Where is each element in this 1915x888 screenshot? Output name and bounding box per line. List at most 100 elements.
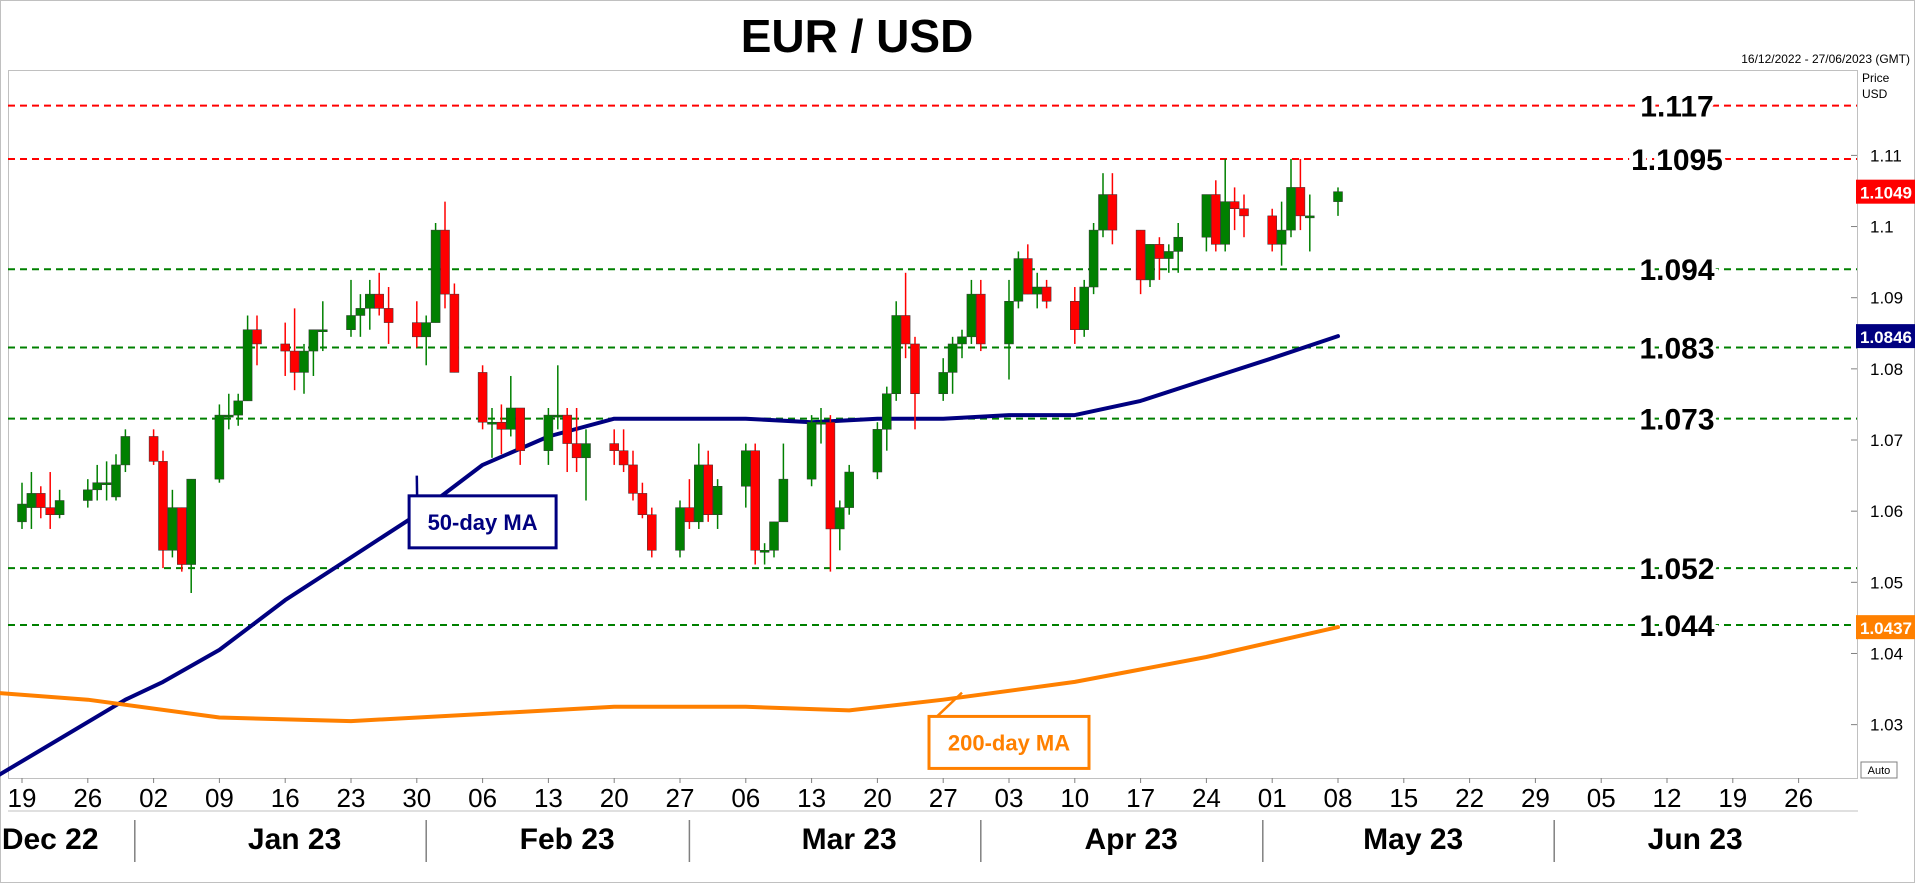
x-tick-label: 06 <box>468 783 497 813</box>
candle-body <box>55 500 64 514</box>
candle-body <box>102 483 111 485</box>
candle-body <box>450 294 459 372</box>
x-tick-label: 20 <box>600 783 629 813</box>
candle-body <box>967 294 976 337</box>
candle-body <box>318 330 327 332</box>
candle-body <box>685 508 694 522</box>
candle-body <box>638 493 647 514</box>
x-tick-label: 23 <box>337 783 366 813</box>
candle-body <box>760 550 769 552</box>
candle-body <box>506 408 515 429</box>
x-tick-label: 27 <box>929 783 958 813</box>
candle-body <box>958 337 967 344</box>
candle-body <box>1277 230 1286 244</box>
price-tag-label: 1.0846 <box>1860 328 1912 347</box>
candle-body <box>497 422 506 429</box>
candle-body <box>168 508 177 551</box>
candle-body <box>224 415 233 417</box>
candle-body <box>121 436 130 464</box>
candle-body <box>911 344 920 394</box>
candle-body <box>93 483 102 490</box>
month-label: Dec 22 <box>2 823 99 856</box>
candle-body <box>892 315 901 393</box>
candle-body <box>253 330 262 344</box>
candle-body <box>300 351 309 372</box>
x-tick-label: 13 <box>534 783 563 813</box>
x-tick-label: 26 <box>73 783 102 813</box>
candle-body <box>582 444 591 458</box>
candle-body <box>1230 202 1239 209</box>
candle-body <box>807 422 816 479</box>
candle-body <box>845 472 854 508</box>
candle-body <box>1042 287 1051 301</box>
candle-body <box>751 451 760 551</box>
y-tick-label: 1.05 <box>1870 573 1903 592</box>
candle-body <box>431 230 440 323</box>
candle-body <box>177 508 186 565</box>
candle-body <box>882 394 891 430</box>
x-tick-label: 01 <box>1258 783 1287 813</box>
candle-body <box>619 451 628 465</box>
candle-body <box>835 508 844 529</box>
price-tag-label: 1.0437 <box>1860 619 1912 638</box>
x-tick-label: 12 <box>1653 783 1682 813</box>
candle-body <box>290 351 299 372</box>
candle-body <box>976 294 985 344</box>
price-tag-label: 1.1049 <box>1860 184 1912 203</box>
level-label-1.052: 1.052 <box>1639 553 1714 586</box>
candle-body <box>18 504 27 522</box>
x-tick-label: 03 <box>995 783 1024 813</box>
candle-body <box>309 330 318 351</box>
candle-body <box>1014 259 1023 302</box>
x-tick-label: 16 <box>271 783 300 813</box>
candle-body <box>704 465 713 515</box>
candle-body <box>694 465 703 522</box>
level-label-1.094: 1.094 <box>1639 254 1714 287</box>
x-tick-label: 30 <box>402 783 431 813</box>
candle-body <box>27 493 36 507</box>
candle-body <box>243 330 252 401</box>
y-tick-label: 1.11 <box>1870 146 1902 165</box>
month-label: Mar 23 <box>802 823 897 856</box>
x-tick-label: 26 <box>1784 783 1813 813</box>
candle-body <box>1108 195 1117 231</box>
candle-body <box>187 479 196 564</box>
candle-body <box>610 444 619 451</box>
x-tick-label: 06 <box>731 783 760 813</box>
candle-body <box>149 436 158 461</box>
auto-scale-label[interactable]: Auto <box>1868 765 1891 777</box>
x-tick-label: 02 <box>139 783 168 813</box>
candle-body <box>281 344 290 351</box>
x-tick-label: 20 <box>863 783 892 813</box>
candle-body <box>36 493 45 507</box>
y-tick-label: 1.06 <box>1870 502 1903 521</box>
candle-body <box>1070 301 1079 329</box>
candle-body <box>478 372 487 422</box>
candle-body <box>629 465 638 493</box>
candle-body <box>779 479 788 522</box>
level-label-1.117: 1.117 <box>1640 91 1713 124</box>
month-label: Jan 23 <box>248 823 341 856</box>
candle-body <box>1305 216 1314 218</box>
candle-body <box>1080 287 1089 330</box>
x-tick-label: 17 <box>1126 783 1155 813</box>
x-tick-label: 22 <box>1455 783 1484 813</box>
candle-body <box>1023 259 1032 295</box>
x-tick-label: 15 <box>1389 783 1418 813</box>
x-tick-label: 24 <box>1192 783 1221 813</box>
x-tick-label: 13 <box>797 783 826 813</box>
candle-body <box>553 415 562 417</box>
candle-body <box>948 344 957 372</box>
candle-body <box>1136 230 1145 280</box>
candle-body <box>1296 187 1305 215</box>
candle-body <box>1334 192 1343 202</box>
candle-body <box>412 323 421 337</box>
x-tick-label: 08 <box>1324 783 1353 813</box>
candle-body <box>817 422 826 424</box>
date-range-label: 16/12/2022 - 27/06/2023 (GMT) <box>1741 52 1910 66</box>
candle-body <box>1221 202 1230 245</box>
candle-body <box>375 294 384 308</box>
candle-body <box>159 461 168 550</box>
candle-body <box>365 294 374 308</box>
y-axis-title: Price <box>1862 71 1890 85</box>
